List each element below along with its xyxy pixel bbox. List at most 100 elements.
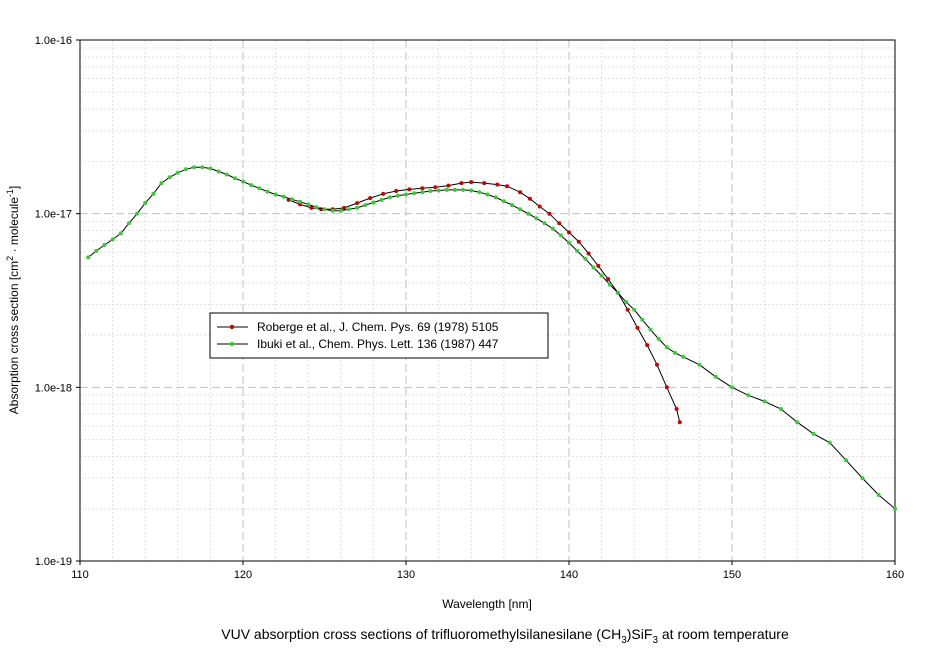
series-0-point [482, 181, 487, 186]
series-0-point [342, 205, 347, 210]
series-1-point [526, 211, 531, 216]
series-0-point [596, 263, 601, 268]
series-1-point [200, 165, 205, 170]
series-0-point [645, 343, 650, 348]
x-tick-label: 130 [397, 569, 415, 581]
x-tick-label: 160 [886, 569, 904, 581]
y-tick-label: 1.0e-18 [35, 382, 72, 394]
series-1-point [110, 237, 115, 242]
series-1-point [257, 186, 262, 191]
series-1-point [379, 197, 384, 202]
series-1-point [477, 190, 482, 195]
y-tick-label: 1.0e-17 [35, 209, 72, 221]
series-1-point [656, 336, 661, 341]
legend-marker-ibuki [229, 341, 235, 347]
series-0-point [567, 230, 571, 235]
series-1-point [428, 189, 433, 193]
y-tick-label: 1.0e-16 [35, 35, 72, 47]
series-1-point [159, 181, 164, 186]
series-1-point [518, 207, 523, 212]
series-1-point [338, 208, 343, 213]
x-tick-label: 120 [234, 569, 252, 581]
series-0-point [677, 420, 682, 425]
legend-label-ibuki: Ibuki et al., Chem. Phys. Lett. 136 (198… [257, 337, 499, 351]
series-1-point [632, 307, 637, 312]
series-0-point [527, 196, 532, 201]
series-0-point [547, 211, 552, 216]
series-1-point [241, 179, 245, 184]
series-1-point [143, 201, 148, 206]
series-1-point [583, 256, 588, 261]
series-0-point [469, 180, 474, 185]
series-0-point [407, 187, 412, 192]
y-axis-label: Absorption cross section [cm2 · molecule… [5, 186, 21, 414]
legend-label-roberge: Roberge et al., J. Chem. Pys. 69 (1978) … [257, 320, 499, 334]
series-1-point [183, 167, 188, 172]
y-axis: 1.0e-19 1.0e-18 1.0e-17 1.0e-16 [35, 35, 80, 568]
series-0-point [420, 186, 425, 191]
series-0-point [664, 385, 669, 390]
series-1-point [265, 189, 270, 194]
series-1-point [167, 175, 172, 180]
series-0-point [459, 181, 464, 186]
series-1-point [330, 208, 335, 213]
series-1-point [322, 207, 327, 212]
series-1-point [151, 191, 156, 196]
series-0-point [518, 190, 523, 195]
series-1-point [501, 199, 506, 204]
series-1-point [615, 290, 620, 295]
series-1-point [469, 188, 474, 193]
series-1-point [395, 193, 400, 198]
series-group [86, 165, 897, 511]
series-1-point [860, 476, 865, 481]
series-1-point [510, 203, 514, 208]
series-1-point [591, 265, 596, 270]
series-1-point [542, 221, 547, 226]
legend-box [209, 312, 549, 359]
series-1-point [404, 192, 408, 197]
series-0-point [433, 185, 438, 190]
x-tick-label: 110 [71, 569, 89, 581]
series-1-point [713, 374, 718, 379]
series-1-point [86, 255, 91, 260]
series-1-point [444, 187, 449, 192]
series-1-point [893, 506, 897, 511]
series-1-point [175, 170, 180, 175]
legend-marker-roberge [229, 324, 235, 330]
series-0-point [446, 183, 451, 188]
series-1-point [232, 176, 237, 181]
series-1-point [730, 385, 734, 390]
legend: Roberge et al., J. Chem. Pys. 69 (1978) … [209, 312, 549, 359]
series-1-point [461, 187, 465, 192]
series-1-point [558, 233, 563, 238]
series-0-point [309, 205, 314, 210]
series-1-point [795, 420, 800, 425]
chart-caption: VUV absorption cross sections of trifluo… [221, 626, 789, 646]
x-axis: 110 120 130 140 150 160 [71, 561, 904, 581]
series-0-point [625, 307, 630, 312]
series-1-point [289, 197, 294, 202]
grid-lines [80, 40, 895, 561]
series-1-point [281, 194, 286, 199]
series-0-point [635, 325, 640, 330]
series-1-point [746, 393, 751, 398]
series-1-point [811, 431, 816, 436]
x-tick-label: 150 [723, 569, 741, 581]
series-1-point [118, 231, 123, 236]
series-1-point [452, 187, 457, 192]
series-1-point [567, 240, 571, 245]
series-0-point [368, 196, 373, 201]
series-1-point [534, 216, 539, 221]
series-1-point [363, 203, 368, 208]
series-1-point [420, 190, 425, 195]
plot-area [79, 39, 896, 562]
series-1-point [192, 165, 197, 170]
series-line-0 [288, 181, 681, 423]
series-1-point [672, 350, 677, 355]
series-1-point [216, 169, 221, 174]
series-1-point [876, 493, 881, 497]
series-1-point [208, 166, 213, 171]
series-1-point [249, 183, 254, 188]
x-tick-label: 140 [560, 569, 578, 581]
series-1-point [126, 221, 131, 226]
